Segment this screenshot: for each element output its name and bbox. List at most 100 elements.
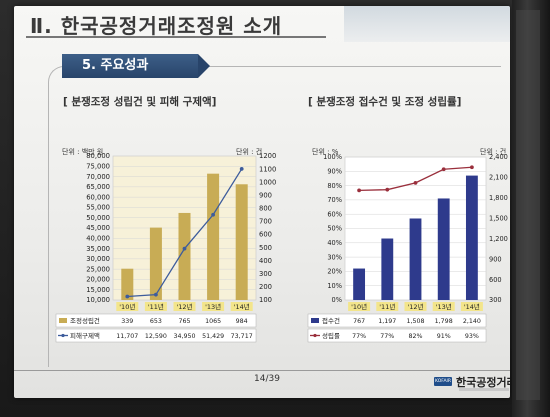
left-chart-legend-label: 피해구제액 (70, 331, 100, 340)
left-chart-category-label: '13년 (205, 302, 221, 311)
left-chart-category-label-bg (116, 302, 139, 311)
right-chart-right-tick: 1,800 (489, 194, 508, 202)
left-chart-left-tick: 15,000 (86, 286, 110, 294)
left-chart-bar (178, 212, 191, 300)
right-chart-point (385, 187, 390, 192)
slide-title: Ⅱ. 한국공정거래조정원 소개 (30, 14, 283, 38)
right-chart-legend-swatch (311, 318, 319, 323)
page-number: 14/39 (254, 374, 280, 384)
adjacent-panel (516, 10, 540, 400)
left-chart-left-tick: 20,000 (86, 276, 110, 284)
right-chart-right-tick: 300 (489, 296, 502, 304)
right-chart-table-row (307, 328, 487, 343)
left-chart-legend-marker (61, 333, 65, 338)
left-chart-left-tick: 80,000 (86, 152, 110, 160)
left-chart-left-tick: 75,000 (86, 162, 110, 170)
right-chart-left-tick: 20% (327, 268, 342, 276)
right-chart-category-label-bg (376, 302, 399, 311)
right-chart-legend-label: 접수건 (322, 316, 340, 325)
right-chart-left-tick: 10% (327, 282, 342, 290)
left-chart-left-tick: 50,000 (86, 214, 110, 222)
left-chart-data-label: 339 (121, 318, 133, 325)
right-chart-left-tick: 60% (327, 210, 342, 218)
left-chart-data-label: 73,717 (231, 333, 253, 340)
left-chart-right-tick: 600 (259, 231, 272, 239)
left-chart-legend-label: 조정성립건 (70, 316, 100, 325)
left-chart-table-row (55, 313, 257, 328)
right-chart-category-label: '11년 (379, 302, 395, 311)
left-chart-right-tick: 200 (259, 283, 272, 291)
left-chart-data-label: 765 (178, 318, 190, 325)
right-chart-left-tick: 90% (327, 168, 342, 176)
right-chart-data-label: 1,197 (378, 318, 396, 325)
left-chart-data-label: 653 (150, 318, 162, 325)
left-chart-right-tick: 400 (259, 257, 272, 265)
right-chart-bar (353, 268, 366, 300)
right-chart: 100% 90% 80% 70% 60% 50% 40% 30% 20% 10% 0% 2,400 2,… (307, 153, 508, 343)
left-chart-category-label-bg (230, 302, 253, 311)
left-chart-right-tick: 700 (259, 218, 272, 226)
right-chart-data-label: 82% (409, 333, 423, 340)
left-chart-category-label: '10년 (119, 302, 135, 311)
footer-divider (14, 370, 510, 371)
left-chart-right-tick: 100 (259, 296, 272, 304)
right-chart-left-tick: 100% (323, 153, 342, 161)
right-chart-category-label-bg (432, 302, 455, 311)
right-chart-data-label: 91% (437, 333, 451, 340)
left-chart-category-label-bg (202, 302, 225, 311)
left-chart-right-tick: 500 (259, 244, 272, 252)
right-chart-right-tick: 1,500 (489, 214, 508, 222)
left-chart-category-label: '14년 (234, 302, 250, 311)
left-chart-left-tick: 25,000 (86, 265, 110, 273)
left-chart-left-tick: 35,000 (86, 245, 110, 253)
right-chart-left-tick: 0% (332, 296, 342, 304)
left-chart-data-label: 51,429 (202, 333, 224, 340)
left-chart-bar (235, 184, 248, 300)
right-chart-bar (409, 218, 422, 300)
right-chart-right-tick: 2,400 (489, 153, 508, 161)
left-chart-left-tick: 60,000 (86, 193, 110, 201)
right-chart-left-tick: 80% (327, 182, 342, 190)
left-chart-right-tick: 800 (259, 205, 272, 213)
right-chart-title: [ 분쟁조정 접수건 및 조정 성립률] (308, 96, 462, 108)
logo-subtitle (459, 388, 509, 391)
left-chart-right-tick: 1000 (259, 178, 276, 186)
left-chart-point (125, 294, 130, 299)
left-chart-point (182, 246, 187, 251)
right-chart-right-tick: 1,200 (489, 235, 508, 243)
right-chart-data-label: 77% (352, 333, 366, 340)
left-chart-left-tick: 45,000 (86, 224, 110, 232)
left-chart-data-label: 1065 (205, 318, 221, 325)
right-chart-legend-marker (313, 333, 317, 338)
left-chart-right-unit: 단위 : 건 (236, 148, 263, 156)
left-chart-table-row (55, 328, 257, 343)
right-chart-data-label: 2,140 (463, 318, 481, 325)
header-city-image (344, 6, 510, 42)
left-chart-category-label-bg (144, 302, 167, 311)
left-chart-right-tick: 900 (259, 191, 272, 199)
right-chart-category-label: '13년 (436, 302, 452, 311)
right-chart-category-label: '12년 (407, 302, 423, 311)
right-chart-category-label: '14년 (464, 302, 480, 311)
right-chart-point (357, 188, 361, 193)
left-chart-right-tick: 1100 (259, 165, 276, 173)
left-chart-category-label: '11년 (148, 302, 164, 311)
left-chart-bar (121, 268, 134, 300)
right-chart-point (470, 165, 474, 170)
right-chart-left-unit: 단위 : % (312, 148, 339, 156)
left-chart-point (211, 212, 216, 217)
right-chart-legend-label: 성립률 (322, 331, 340, 340)
right-chart-category-label-bg (404, 302, 427, 311)
right-chart-table-row (307, 313, 487, 328)
left-chart-right-tick: 1200 (259, 152, 276, 160)
content-frame (48, 66, 501, 367)
right-chart-left-tick: 50% (327, 225, 342, 233)
left-chart-point (154, 292, 158, 297)
right-chart-left-tick: 30% (327, 253, 342, 261)
left-chart-bar (149, 227, 162, 300)
left-chart-left-unit: 단위 : 백만 원 (62, 148, 104, 156)
logo-badge: KOFAIR (434, 377, 452, 386)
left-chart-left-tick: 65,000 (86, 183, 110, 191)
left-chart-bar (207, 173, 220, 300)
